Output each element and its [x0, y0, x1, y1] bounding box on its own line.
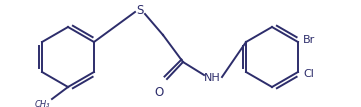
Text: Br: Br [303, 35, 315, 45]
Text: O: O [155, 86, 164, 99]
Text: S: S [136, 4, 144, 16]
Text: NH: NH [204, 73, 220, 83]
Text: Cl: Cl [303, 69, 314, 79]
Text: CH₃: CH₃ [35, 100, 50, 107]
